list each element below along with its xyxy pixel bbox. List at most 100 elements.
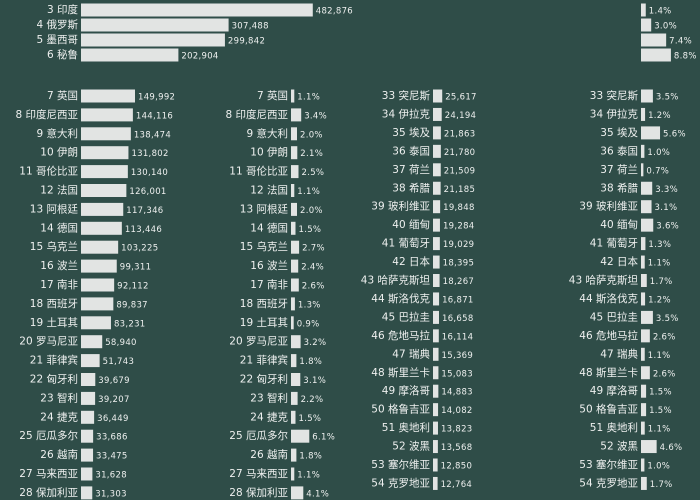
bar <box>641 218 654 232</box>
bar <box>641 310 653 324</box>
bar <box>291 165 299 179</box>
value-label: 15,369 <box>442 351 474 361</box>
value-label: 8.8% <box>674 52 697 62</box>
bar <box>81 354 100 368</box>
bar <box>81 467 93 481</box>
bar <box>433 476 438 490</box>
category-label: 44 斯洛伐克 <box>371 292 430 305</box>
value-label: 4.1% <box>306 489 329 499</box>
bar <box>433 384 439 398</box>
value-label: 482,876 <box>316 7 353 17</box>
category-label: 50 格鲁吉亚 <box>371 403 430 416</box>
value-label: 2.5% <box>302 168 325 178</box>
value-label: 113,446 <box>125 225 162 235</box>
category-label: 48 斯里兰卡 <box>371 366 430 379</box>
bar <box>291 467 295 481</box>
value-label: 3.1% <box>655 203 678 213</box>
bar <box>291 146 298 160</box>
value-label: 1.5% <box>299 225 322 235</box>
category-label: 25 厄瓜多尔 <box>229 429 288 442</box>
value-label: 130,140 <box>131 168 168 178</box>
bar <box>641 274 647 287</box>
bar <box>641 347 645 361</box>
value-label: 92,112 <box>117 282 149 292</box>
value-label: 21,863 <box>444 129 476 139</box>
value-label: 1.4% <box>649 7 672 17</box>
value-label: 1.1% <box>297 471 320 481</box>
category-label: 38 希腊 <box>392 181 430 194</box>
category-label: 9 意大利 <box>246 127 288 140</box>
value-label: 31,628 <box>95 471 127 481</box>
bar <box>291 184 295 197</box>
value-label: 33,686 <box>96 433 128 443</box>
bar <box>291 127 297 141</box>
category-label: 12 法国 <box>250 184 288 197</box>
category-label: 54 克罗地亚 <box>371 476 430 489</box>
value-label: 58,940 <box>105 338 137 348</box>
value-label: 1.1% <box>297 187 320 197</box>
bar <box>641 48 671 62</box>
category-label: 22 匈牙利 <box>240 373 288 386</box>
bar <box>433 274 440 287</box>
bar <box>81 184 127 197</box>
value-label: 1.1% <box>297 93 320 103</box>
value-label: 2.6% <box>653 332 676 342</box>
value-label: 89,837 <box>116 300 148 310</box>
category-label: 51 奥地利 <box>590 421 638 434</box>
value-label: 1.5% <box>299 414 322 424</box>
bar <box>641 181 653 195</box>
value-label: 0.7% <box>646 166 669 176</box>
value-label: 1.2% <box>648 111 671 121</box>
category-label: 39 玻利维亚 <box>371 200 430 213</box>
category-label: 23 智利 <box>250 391 288 404</box>
value-label: 21,509 <box>444 166 476 176</box>
bar <box>81 3 313 17</box>
category-label: 46 危地马拉 <box>371 329 430 342</box>
value-label: 19,284 <box>443 222 475 232</box>
category-label: 3 印度 <box>47 3 79 16</box>
bar <box>433 200 441 214</box>
value-label: 14,082 <box>441 406 473 416</box>
bar <box>641 18 652 32</box>
value-label: 1.1% <box>648 259 671 269</box>
bar <box>433 310 439 324</box>
category-label: 9 意大利 <box>36 127 78 140</box>
bar <box>81 448 94 462</box>
bar <box>433 107 442 121</box>
bar <box>291 354 297 368</box>
value-label: 138,474 <box>134 130 171 140</box>
bar <box>81 486 93 500</box>
value-label: 299,842 <box>228 37 265 47</box>
bar <box>81 297 114 311</box>
bar <box>81 165 128 179</box>
bar <box>433 237 440 251</box>
bar <box>433 329 439 343</box>
category-label: 4 俄罗斯 <box>36 18 78 31</box>
category-label: 20 罗马尼亚 <box>19 336 78 348</box>
bar <box>291 221 296 235</box>
value-label: 1.5% <box>649 388 672 398</box>
bar <box>291 391 298 405</box>
category-label: 52 波黑 <box>392 440 430 453</box>
category-label: 26 越南 <box>40 448 78 461</box>
bar <box>291 410 296 424</box>
value-label: 2.6% <box>302 282 325 292</box>
category-label: 16 波兰 <box>250 259 288 272</box>
bar <box>81 108 133 122</box>
value-label: 1.3% <box>298 300 321 310</box>
bar <box>291 259 299 273</box>
value-label: 1.2% <box>648 295 671 305</box>
value-label: 144,116 <box>136 111 173 121</box>
category-label: 14 德国 <box>40 221 78 234</box>
value-label: 1.7% <box>650 480 673 490</box>
category-label: 46 危地马拉 <box>579 329 638 342</box>
category-label: 7 英国 <box>257 89 288 102</box>
value-label: 117,346 <box>126 206 163 216</box>
bar <box>641 3 646 17</box>
value-label: 7.4% <box>669 37 692 47</box>
bar <box>433 458 438 472</box>
value-label: 3.5% <box>656 93 679 103</box>
bar <box>641 440 657 454</box>
category-label: 15 乌克兰 <box>240 240 288 253</box>
value-label: 12,850 <box>441 462 473 472</box>
